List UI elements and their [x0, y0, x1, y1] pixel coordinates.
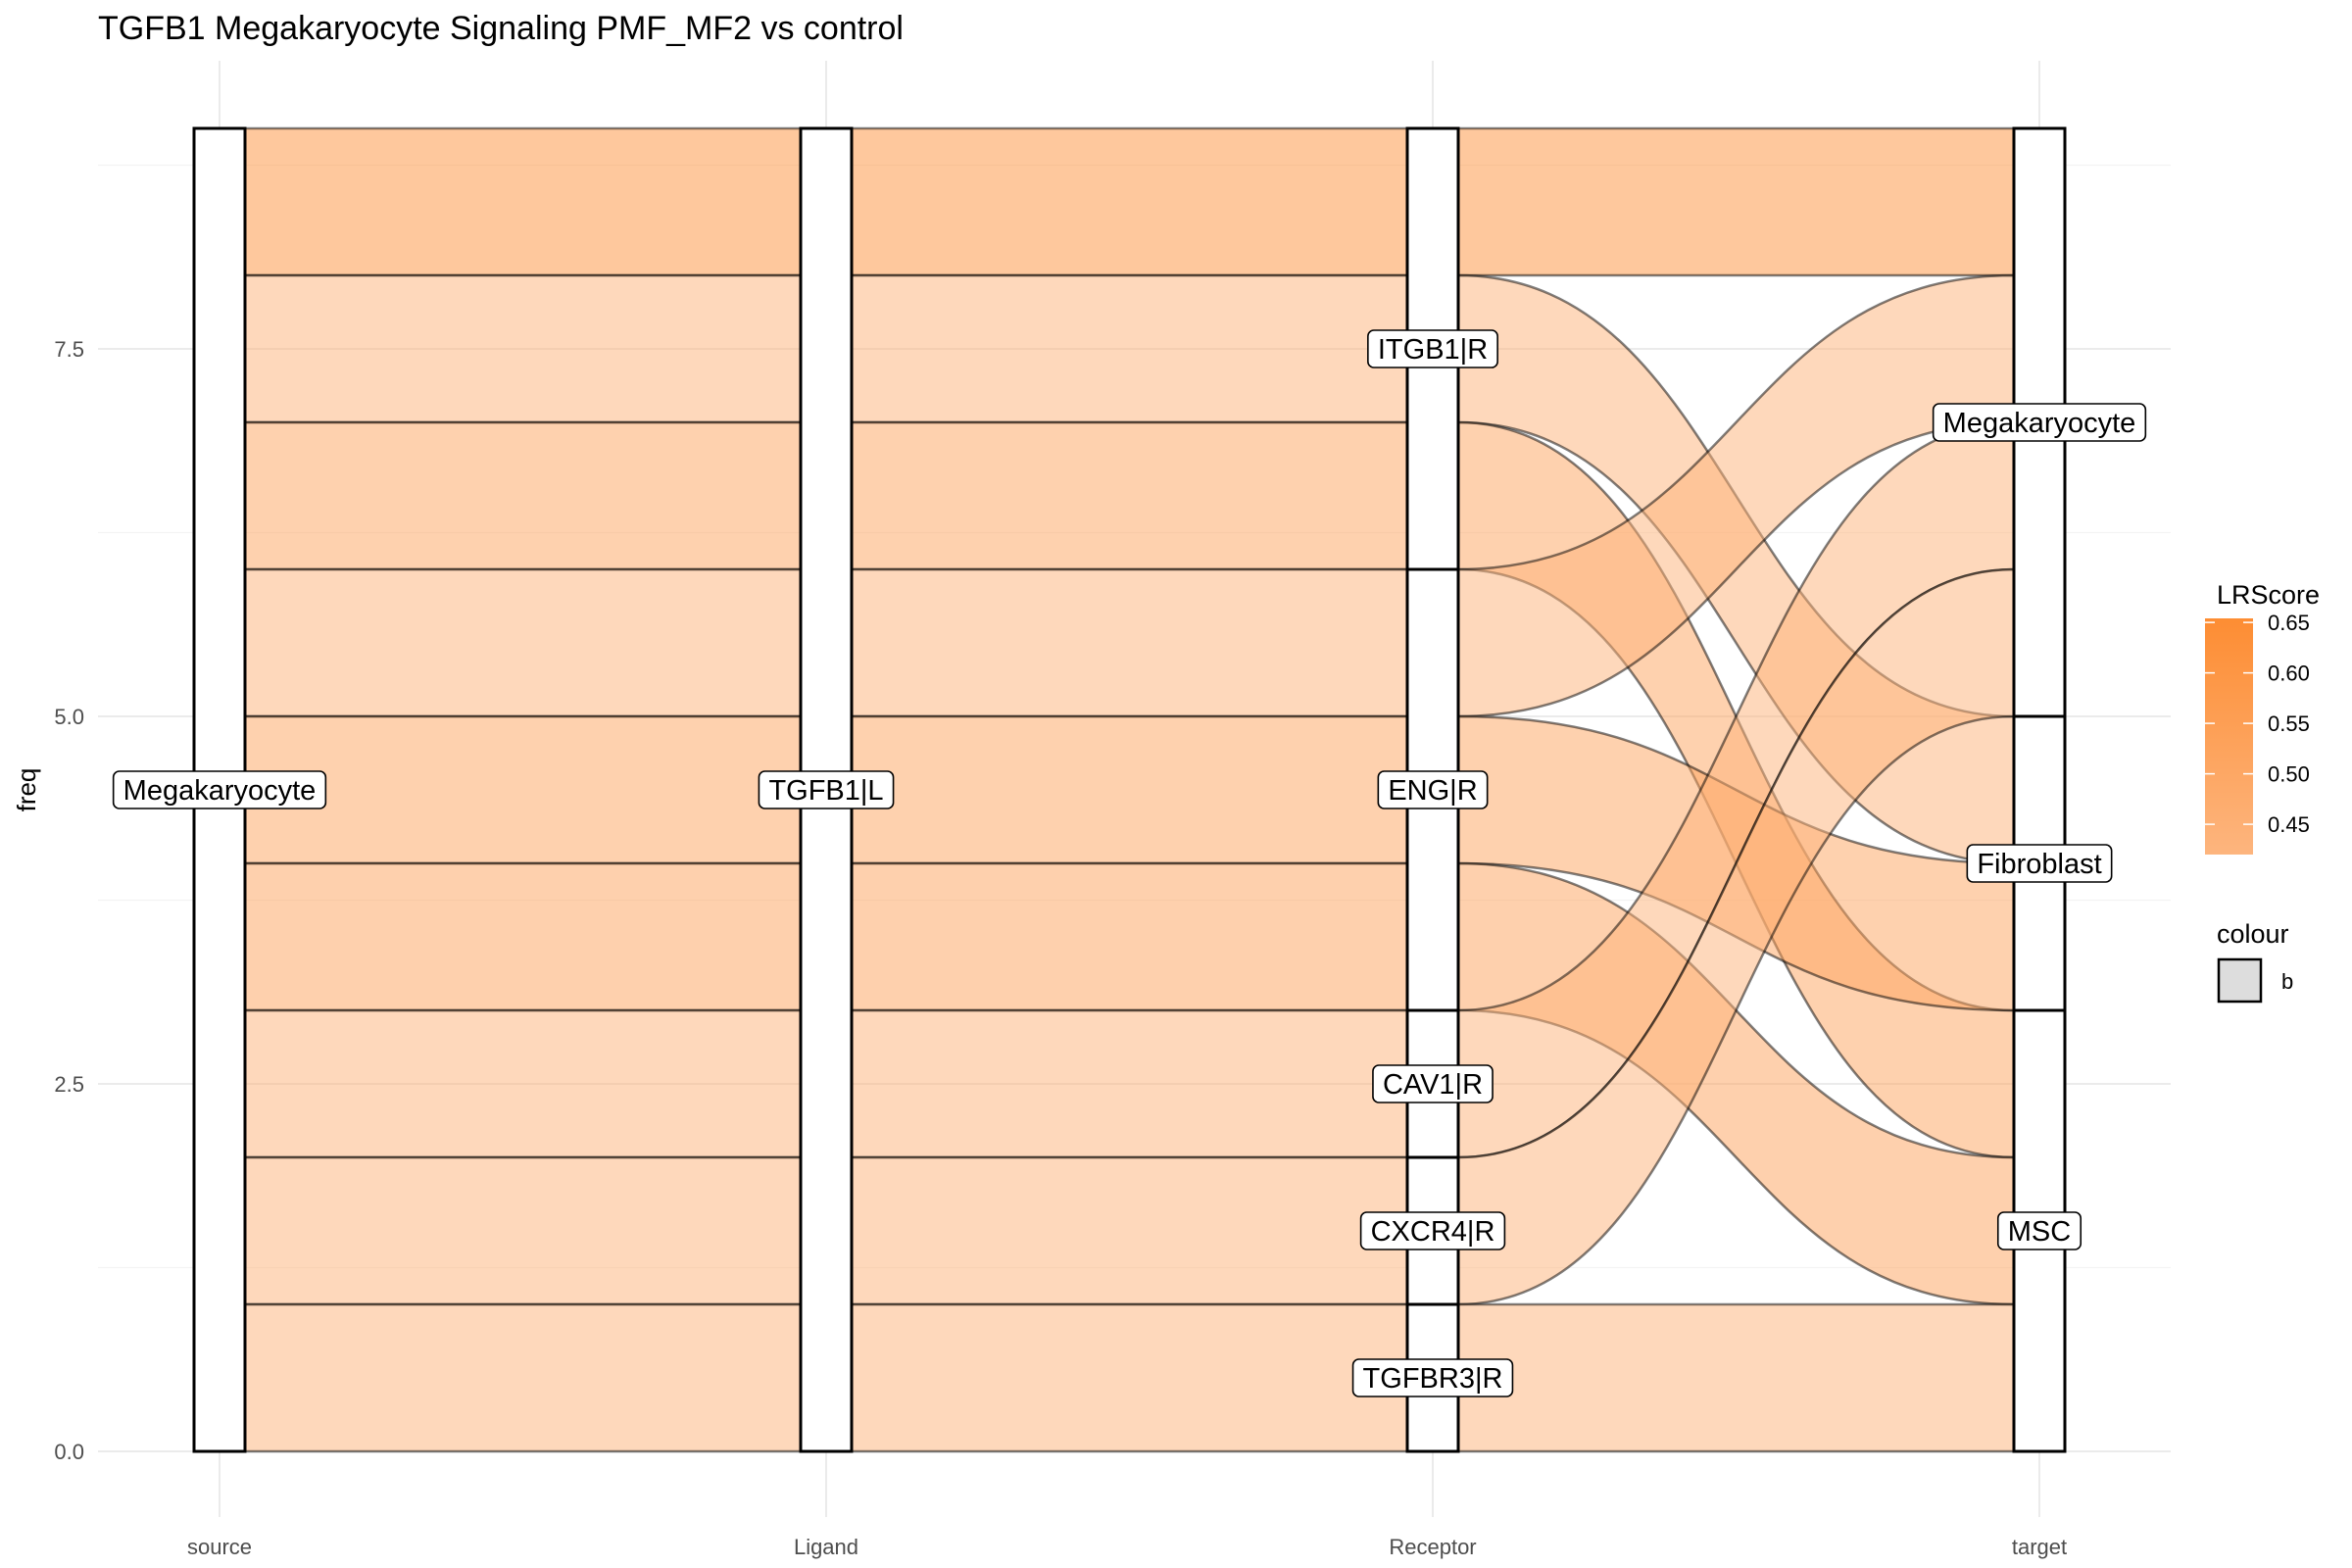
legend-fill-title: LRScore — [2217, 580, 2320, 610]
stratum-labels: Megakaryocyte TGFB1|L ITGB1|R ENG|R CAV1|R CX… — [112, 329, 2147, 1397]
flow-band — [850, 567, 1409, 718]
flow-band — [850, 1155, 1409, 1306]
y-tick-label: 5.0 — [54, 705, 84, 729]
flow-band — [243, 126, 803, 277]
svg-text:ENG|R: ENG|R — [1388, 775, 1477, 807]
flow-band — [243, 714, 803, 865]
stratum-label: Megakaryocyte — [112, 770, 327, 809]
flow-band — [850, 1302, 1409, 1453]
flow-band — [850, 126, 1409, 277]
stratum-label: MSC — [1996, 1211, 2082, 1250]
svg-text:TGFB1|L: TGFB1|L — [768, 775, 883, 807]
x-axis: source Ligand Receptor target — [187, 1535, 2067, 1559]
colorbar-tick-label: 0.55 — [2268, 711, 2310, 736]
svg-text:CAV1|R: CAV1|R — [1383, 1069, 1483, 1101]
svg-text:Megakaryocyte: Megakaryocyte — [1943, 408, 2136, 439]
x-tick-label: source — [187, 1535, 252, 1559]
stratum-label: Megakaryocyte — [1932, 403, 2147, 442]
stratum-label: ENG|R — [1377, 770, 1489, 809]
colorbar-ticks: 0.65 0.60 0.55 0.50 0.45 — [2205, 611, 2310, 837]
stratum-label: TGFBR3|R — [1351, 1358, 1514, 1397]
svg-text:CXCR4|R: CXCR4|R — [1371, 1216, 1495, 1248]
chart-title: TGFB1 Megakaryocyte Signaling PMF_MF2 vs… — [98, 10, 904, 47]
flow-band — [1456, 1302, 2016, 1453]
y-axis-title: freq — [12, 768, 41, 812]
colorbar-tick-label: 0.50 — [2268, 762, 2310, 787]
stratum-label: CAV1|R — [1372, 1064, 1494, 1103]
flow-band — [243, 1302, 803, 1453]
svg-text:MSC: MSC — [2008, 1216, 2071, 1248]
flow-band — [850, 861, 1409, 1012]
stratum-label: Fibroblast — [1966, 844, 2113, 883]
flow-band — [243, 273, 803, 424]
stratum-label: TGFB1|L — [758, 770, 895, 809]
flows — [243, 126, 2016, 1453]
flow-band — [850, 420, 1409, 571]
flow-band — [243, 567, 803, 718]
flow-band — [243, 1008, 803, 1159]
y-axis: 0.0 2.5 5.0 7.5 — [54, 337, 84, 1464]
x-tick-label: target — [2012, 1535, 2067, 1559]
y-tick-label: 7.5 — [54, 337, 84, 362]
colorbar-tick-label: 0.45 — [2268, 812, 2310, 837]
flow-band — [850, 273, 1409, 424]
flow-band — [850, 1008, 1409, 1159]
legend: LRScore 0.65 0.60 0.55 0.50 0.45 colour b — [2205, 580, 2320, 1004]
x-tick-label: Receptor — [1389, 1535, 1476, 1559]
svg-text:ITGB1|R: ITGB1|R — [1378, 334, 1488, 366]
flow-band — [850, 714, 1409, 865]
legend-colour-title: colour — [2217, 919, 2289, 949]
colorbar-tick-label: 0.60 — [2268, 662, 2310, 686]
svg-text:Megakaryocyte: Megakaryocyte — [123, 775, 317, 807]
svg-text:TGFBR3|R: TGFBR3|R — [1363, 1363, 1503, 1395]
colorbar — [2205, 618, 2253, 855]
legend-colour-swatch — [2217, 957, 2263, 1004]
stratum-label: CXCR4|R — [1359, 1211, 1506, 1250]
y-tick-label: 2.5 — [54, 1072, 84, 1097]
flow-band — [243, 420, 803, 571]
svg-text:Fibroblast: Fibroblast — [1977, 849, 2101, 880]
x-tick-label: Ligand — [794, 1535, 858, 1559]
colorbar-tick-label: 0.65 — [2268, 611, 2310, 635]
y-tick-label: 0.0 — [54, 1440, 84, 1464]
legend-colour-label: b — [2281, 969, 2293, 994]
stratum-label: ITGB1|R — [1367, 329, 1498, 368]
flow-band — [1456, 126, 2016, 277]
flow-band — [243, 1155, 803, 1306]
flow-band — [243, 861, 803, 1012]
